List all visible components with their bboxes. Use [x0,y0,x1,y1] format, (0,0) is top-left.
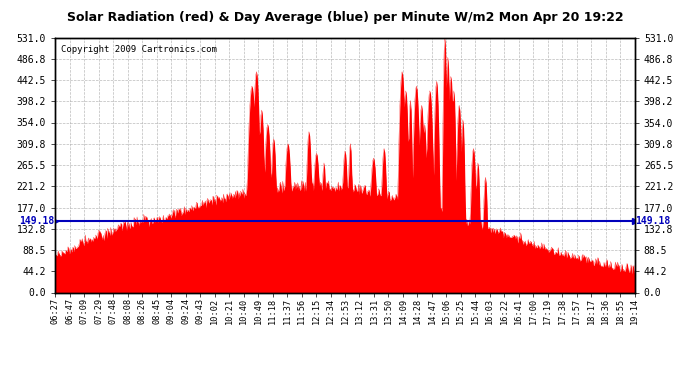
Text: 149.18: 149.18 [19,216,55,226]
Text: Copyright 2009 Cartronics.com: Copyright 2009 Cartronics.com [61,45,217,54]
Text: Solar Radiation (red) & Day Average (blue) per Minute W/m2 Mon Apr 20 19:22: Solar Radiation (red) & Day Average (blu… [67,11,623,24]
Text: 149.18: 149.18 [635,216,671,226]
